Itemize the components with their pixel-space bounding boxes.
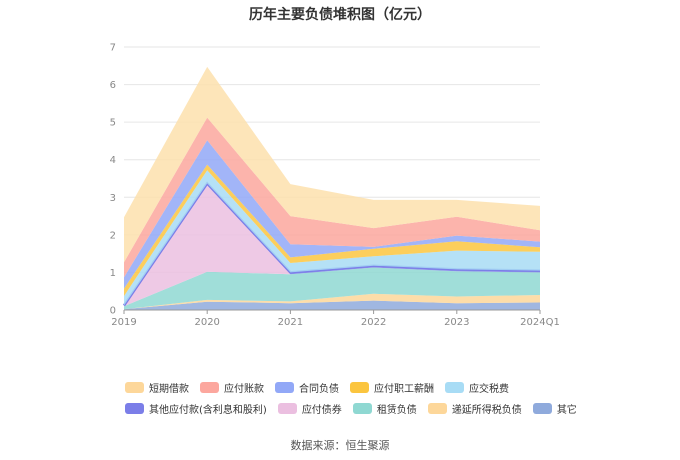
- legend-swatch: [532, 403, 552, 414]
- legend-item[interactable]: 应付账款: [200, 380, 264, 395]
- area-series-租赁负债: [124, 267, 540, 310]
- legend-item[interactable]: 租赁负债: [352, 401, 417, 416]
- area-series-短期借款: [124, 66, 540, 263]
- area-series: [122, 66, 541, 310]
- legend-item[interactable]: 合同负债: [275, 380, 339, 395]
- legend: 短期借款 应付账款 合同负债 应付职工薪酬 应交税费 其他应付款(含利息和股利) 应付债券…: [125, 377, 577, 419]
- area-series-应付账款: [124, 117, 540, 278]
- x-tick-label: 2020: [194, 317, 219, 328]
- legend-item[interactable]: 应付职工薪酬: [350, 380, 434, 395]
- y-tick-label: 4: [110, 155, 116, 166]
- y-tick-label: 7: [110, 43, 116, 54]
- legend-swatch: [125, 403, 144, 414]
- x-tick-label: 2022: [361, 317, 386, 328]
- legend-item[interactable]: 其他应付款(含利息和股利): [125, 401, 267, 416]
- legend-swatch: [125, 382, 144, 393]
- axes: 0 1 2 3 4 5 6 7 2019 2020 2021 2022 2023 2024Q1: [110, 43, 560, 329]
- legend-row: 其他应付款(含利息和股利) 应付债券 租赁负债 递延所得税负债 其它: [125, 398, 577, 419]
- legend-swatch: [350, 382, 369, 393]
- y-tick-label: 0: [110, 306, 116, 317]
- y-tick-label: 6: [110, 80, 116, 91]
- legend-label: 应交税费: [469, 384, 509, 395]
- legend-swatch: [277, 403, 297, 414]
- legend-label: 其它: [556, 405, 577, 416]
- legend-label: 应付债券: [301, 405, 342, 416]
- legend-swatch: [275, 382, 294, 393]
- y-tick-label: 1: [110, 268, 116, 279]
- legend-label: 递延所得税负债: [451, 405, 522, 416]
- legend-label: 短期借款: [149, 384, 189, 395]
- legend-item[interactable]: 递延所得税负债: [427, 401, 522, 416]
- y-tick-label: 2: [110, 230, 116, 241]
- chart-title: 历年主要负债堆积图（亿元）: [249, 7, 431, 23]
- stacked-area-chart: 0 1 2 3 4 5 6 7 2019 2020 2021 2022 2023 2024Q1: [110, 43, 560, 329]
- x-tick-label: 2023: [444, 317, 469, 328]
- legend-swatch: [445, 382, 464, 393]
- area-series-应交税费: [124, 170, 540, 306]
- legend-item[interactable]: 其它: [532, 401, 577, 416]
- legend-label: 应付账款: [224, 384, 264, 395]
- y-tick-label: 3: [110, 193, 116, 204]
- legend-item[interactable]: 短期借款: [125, 380, 189, 395]
- y-tick-label: 5: [110, 118, 116, 129]
- area-series-递延所得税负债: [124, 293, 540, 310]
- legend-item[interactable]: 应付债券: [277, 401, 342, 416]
- legend-item[interactable]: 应交税费: [445, 380, 509, 395]
- legend-swatch: [427, 403, 447, 414]
- legend-label: 租赁负债: [376, 405, 417, 416]
- legend-label: 合同负债: [299, 384, 339, 395]
- x-tick-label: 2019: [111, 317, 136, 328]
- x-tick-label: 2024Q1: [520, 317, 560, 328]
- legend-label: 其他应付款(含利息和股利): [149, 405, 267, 416]
- area-series-合同负债: [124, 140, 540, 289]
- area-series-应付债券: [124, 185, 540, 307]
- data-source: 数据来源：恒生聚源: [290, 439, 390, 452]
- legend-swatch: [352, 403, 372, 414]
- legend-row: 短期借款 应付账款 合同负债 应付职工薪酬 应交税费: [125, 377, 575, 398]
- area-series-其它: [124, 300, 540, 310]
- x-tick-label: 2021: [278, 317, 303, 328]
- legend-label: 应付职工薪酬: [374, 384, 434, 395]
- legend-swatch: [200, 382, 219, 393]
